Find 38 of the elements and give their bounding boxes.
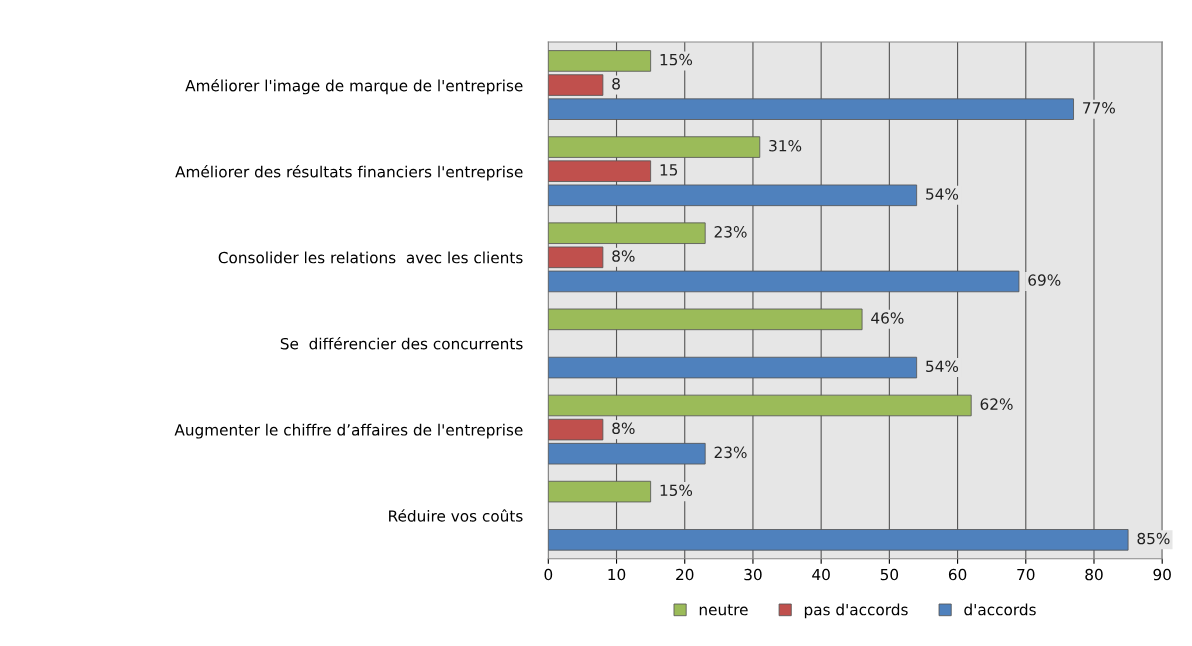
x-tick-label: 20 <box>676 568 694 581</box>
data-label: 23% <box>714 226 747 238</box>
data-label: 54% <box>926 360 959 373</box>
x-tick-label: 80 <box>1085 568 1103 581</box>
data-label: 8 <box>612 77 620 90</box>
x-tick-label: 50 <box>880 568 899 581</box>
x-tick-label: 0 <box>544 568 553 581</box>
legend-label: pas d'accords <box>804 603 908 619</box>
data-label: 69% <box>1028 274 1061 286</box>
data-label: 85% <box>1137 532 1170 545</box>
legend-label: d'accords <box>964 603 1036 616</box>
x-tick-label: 70 <box>1017 568 1035 581</box>
y-tick-label: Améliorer des résultats financiers l'entreprise <box>175 165 523 181</box>
y-tick-label: Se différencier des concurrents <box>280 337 523 350</box>
x-tick-label: 30 <box>744 568 762 581</box>
data-label: 46% <box>871 312 904 324</box>
x-tick-label: 40 <box>812 568 830 581</box>
data-label: 8% <box>612 250 635 262</box>
data-label: 15% <box>660 484 693 497</box>
bar <box>548 418 604 441</box>
legend-label: neutre <box>699 604 748 616</box>
x-tick-label: 60 <box>948 568 967 581</box>
y-tick-label: Améliorer l'image de marque de l'entreprise <box>185 78 523 95</box>
y-tick-label: Augmenter le chiffre d’affaires de l'entreprise <box>174 423 523 439</box>
data-label: 8% <box>612 422 635 435</box>
x-tick-label: 90 <box>1153 568 1171 581</box>
data-label: 77% <box>1083 102 1115 114</box>
data-label: 23% <box>714 446 747 459</box>
data-label: 15 <box>660 164 678 176</box>
data-label: 15% <box>660 53 693 66</box>
data-label: 54% <box>926 188 959 200</box>
x-tick-label: 10 <box>608 568 626 581</box>
y-tick-label: Consolider les relations avec les clients <box>218 251 523 264</box>
data-label: 31% <box>769 139 802 152</box>
bar <box>548 246 604 269</box>
data-label: 62% <box>980 398 1013 410</box>
bar <box>548 74 604 96</box>
y-tick-label: Réduire vos coûts <box>389 509 523 522</box>
